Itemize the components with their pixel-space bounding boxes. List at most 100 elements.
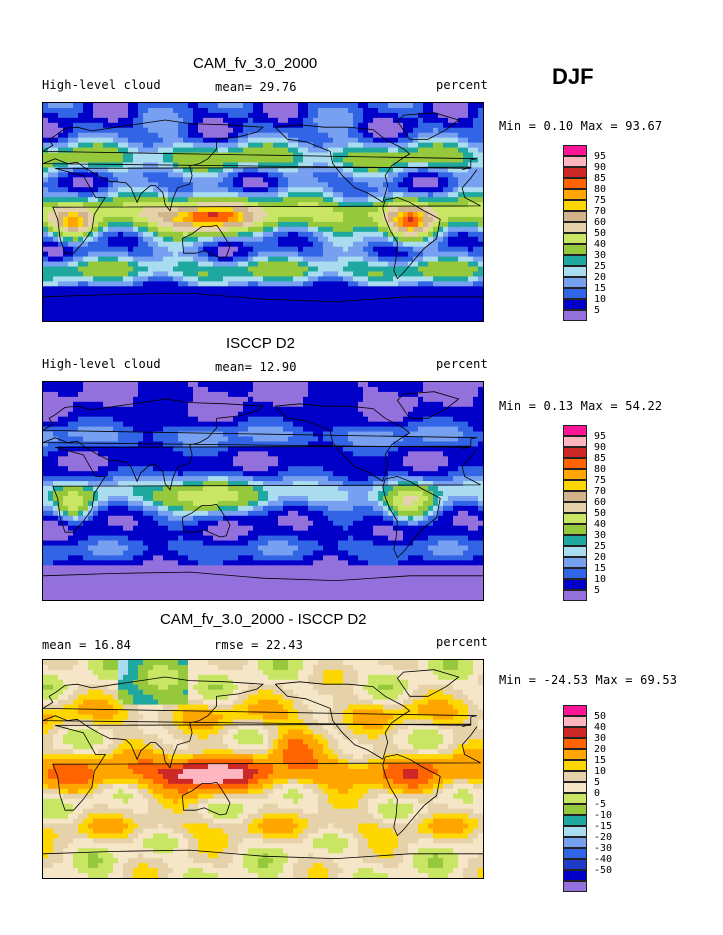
- map-cell: [88, 436, 94, 442]
- map-cell: [463, 207, 469, 213]
- map-cell: [173, 251, 179, 257]
- map-cell: [283, 251, 289, 257]
- map-cell: [243, 216, 249, 223]
- map-cell: [423, 216, 429, 223]
- map-cell: [258, 241, 264, 248]
- map-cell: [68, 112, 74, 119]
- map-cell: [313, 416, 319, 423]
- map-cell: [193, 137, 199, 144]
- map-cell: [83, 122, 89, 129]
- map-cell: [268, 162, 274, 168]
- map-cell: [83, 316, 89, 321]
- map-cell: [248, 241, 254, 248]
- map-cell: [228, 431, 234, 437]
- map-cell: [48, 236, 54, 243]
- map-cell: [68, 142, 74, 148]
- map-cell: [78, 251, 84, 257]
- map-cell: [473, 436, 479, 442]
- map-cell: [228, 182, 234, 188]
- map-cell: [98, 276, 104, 282]
- map-cell: [313, 311, 319, 317]
- map-cell: [108, 147, 114, 153]
- map-cell: [178, 276, 184, 282]
- map-cell: [358, 296, 364, 302]
- map-cell: [208, 286, 214, 292]
- map-cell: [98, 147, 104, 153]
- map-cell: [368, 112, 374, 119]
- map-cell: [348, 286, 354, 292]
- map-cell: [333, 251, 339, 257]
- map-cell: [118, 401, 124, 408]
- map-cell: [43, 386, 49, 393]
- map-cell: [388, 416, 394, 423]
- map-cell: [98, 256, 104, 262]
- map-cell: [288, 416, 294, 423]
- map-cell: [58, 406, 64, 413]
- map-cell: [183, 117, 189, 124]
- map-cell: [233, 192, 239, 198]
- map-cell: [453, 162, 459, 168]
- map-cell: [303, 281, 309, 287]
- map-cell: [203, 316, 209, 321]
- map-cell: [93, 221, 99, 228]
- map-cell: [268, 177, 274, 183]
- map-cell: [388, 391, 394, 398]
- map-cell: [73, 436, 79, 442]
- map-cell: [428, 246, 434, 253]
- map-cell: [363, 197, 369, 203]
- map-cell: [158, 236, 164, 243]
- map-cell: [303, 266, 309, 272]
- map-cell: [353, 202, 359, 208]
- map-cell: [203, 306, 209, 312]
- map-cell: [98, 426, 104, 432]
- map-cell: [248, 276, 254, 282]
- map-cell: [203, 147, 209, 153]
- map-cell: [268, 112, 274, 119]
- map-cell: [173, 421, 179, 427]
- map-cell: [348, 281, 354, 287]
- map-cell: [143, 386, 149, 393]
- map-cell: [348, 396, 354, 403]
- map-cell: [93, 117, 99, 124]
- map-cell: [468, 296, 474, 302]
- map-cell: [478, 271, 483, 277]
- map-cell: [388, 152, 394, 158]
- map-cell: [233, 103, 239, 109]
- map-cell: [418, 142, 424, 148]
- map-cell: [103, 157, 109, 163]
- map-cell: [68, 162, 74, 168]
- map-cell: [268, 207, 274, 213]
- map-cell: [133, 167, 139, 173]
- map-cell: [393, 107, 399, 114]
- map-cell: [233, 256, 239, 262]
- map-cell: [73, 137, 79, 144]
- map-cell: [178, 202, 184, 208]
- map-cell: [153, 137, 159, 144]
- map-cell: [468, 117, 474, 124]
- map-cell: [168, 426, 174, 432]
- map-cell: [73, 197, 79, 203]
- map-cell: [123, 197, 129, 203]
- map-cell: [403, 231, 409, 238]
- map-cell: [163, 306, 169, 312]
- map-cell: [218, 296, 224, 302]
- map-cell: [63, 286, 69, 292]
- map-cell: [98, 251, 104, 257]
- map-cell: [148, 177, 154, 183]
- map-cell: [133, 177, 139, 183]
- map-cell: [258, 276, 264, 282]
- map-cell: [343, 112, 349, 119]
- map-cell: [448, 207, 454, 213]
- map-cell: [283, 406, 289, 413]
- map-cell: [328, 162, 334, 168]
- map-cell: [133, 276, 139, 282]
- map-cell: [403, 103, 409, 109]
- map-cell: [223, 197, 229, 203]
- map-cell: [133, 216, 139, 223]
- map-cell: [233, 197, 239, 203]
- map-cell: [468, 281, 474, 287]
- map-cell: [403, 276, 409, 282]
- map-cell: [428, 192, 434, 198]
- map-cell: [163, 431, 169, 437]
- map-cell: [88, 207, 94, 213]
